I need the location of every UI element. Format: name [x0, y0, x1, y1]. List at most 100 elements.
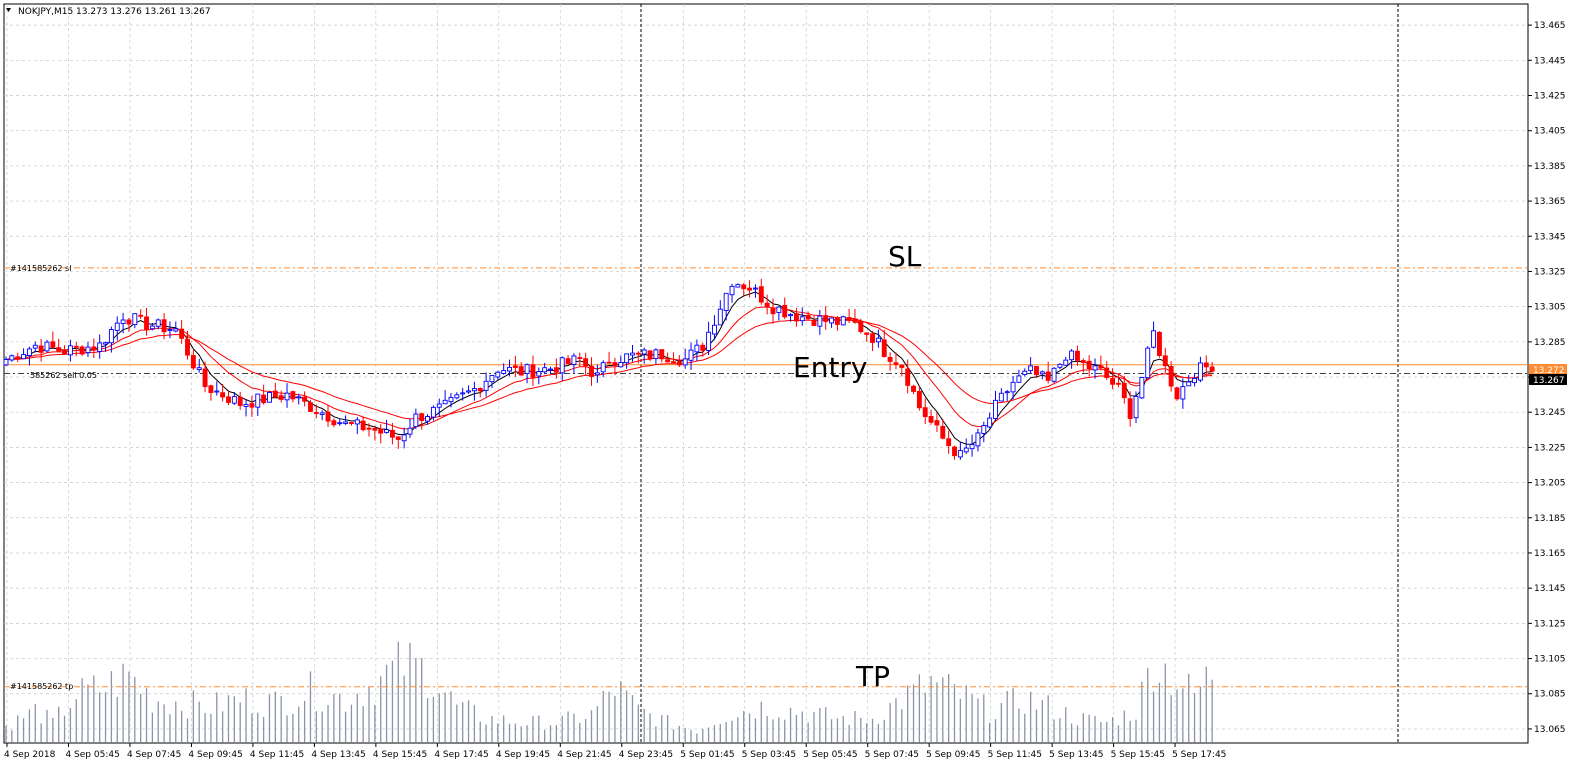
candle: [495, 370, 501, 380]
candle-body: [706, 331, 712, 351]
candle-body: [548, 368, 553, 371]
candle: [272, 382, 278, 398]
candle-body: [952, 446, 957, 457]
candle-body: [682, 358, 688, 366]
time-tick-label: 5 Sep 01:45: [680, 750, 734, 760]
time-tick-label: 5 Sep 05:45: [803, 750, 857, 760]
candle: [1203, 355, 1209, 377]
candle: [600, 360, 606, 378]
candle: [893, 352, 899, 370]
candle: [834, 315, 840, 331]
candle-body: [553, 367, 559, 373]
candle: [875, 329, 881, 348]
candle-body: [1104, 367, 1110, 379]
candle-body: [987, 417, 993, 428]
candle-body: [471, 388, 477, 392]
candle: [442, 390, 448, 405]
candle-body: [296, 396, 302, 399]
entry-price-text: 13.267: [1533, 376, 1565, 386]
candle-body: [911, 385, 916, 392]
candle-body: [62, 349, 67, 355]
candle: [15, 352, 21, 363]
candle-body: [536, 371, 542, 377]
candle: [799, 307, 805, 326]
candle: [1197, 356, 1203, 383]
candle: [1051, 367, 1057, 383]
candle: [975, 428, 981, 452]
candle: [618, 355, 624, 368]
candle-body: [635, 352, 641, 355]
candle-body: [1110, 378, 1116, 385]
entry-price-tag: [1529, 374, 1567, 385]
candle-body: [665, 359, 671, 363]
candle: [319, 410, 325, 421]
candle-body: [975, 432, 981, 447]
time-tick-label: 5 Sep 13:45: [1049, 750, 1103, 760]
candle: [899, 364, 905, 377]
sl-annotation: SL: [888, 240, 922, 273]
candle-body: [776, 306, 782, 313]
candle: [706, 321, 712, 355]
candle: [466, 385, 471, 395]
candle: [308, 399, 313, 412]
candle: [208, 384, 214, 401]
candle-body: [817, 315, 823, 327]
candle-body: [1022, 370, 1028, 375]
candle-body: [647, 350, 653, 360]
candle-body: [559, 357, 565, 374]
candle-body: [38, 345, 44, 353]
candle-body: [325, 411, 331, 422]
candle: [916, 386, 922, 411]
candle-body: [196, 367, 202, 371]
candle-body: [752, 287, 758, 290]
candle: [407, 418, 413, 438]
candle-body: [747, 287, 753, 291]
candle-body: [829, 317, 835, 324]
candle-body: [413, 413, 419, 428]
candle-body: [267, 392, 272, 403]
candle: [548, 366, 553, 374]
candle-body: [1139, 377, 1145, 399]
price-tick-label: 13.145: [1534, 584, 1566, 594]
candle-body: [67, 345, 73, 356]
time-tick-label: 5 Sep 17:45: [1172, 750, 1226, 760]
candle-body: [594, 372, 600, 376]
ma-line-12: [5, 306, 1213, 430]
candle-body: [1203, 362, 1209, 368]
candle-body: [85, 346, 91, 354]
candle-body: [243, 403, 249, 407]
candle: [1104, 361, 1110, 380]
candle: [138, 309, 144, 320]
candle: [460, 387, 466, 401]
candle-body: [1209, 366, 1215, 372]
candle-body: [946, 438, 952, 447]
dropdown-triangle-icon[interactable]: [6, 8, 11, 12]
candle-body: [395, 436, 401, 440]
candle-body: [220, 392, 226, 398]
candle-body: [337, 422, 343, 425]
candle-body: [1051, 367, 1057, 382]
tp-annotation: TP: [855, 660, 890, 693]
candle-body: [401, 434, 407, 442]
candle: [214, 381, 220, 396]
volume-bars: [5, 641, 1213, 742]
candle: [641, 347, 647, 364]
candle: [776, 306, 782, 321]
candle: [1139, 376, 1145, 400]
candle: [67, 339, 73, 362]
candle: [518, 362, 524, 376]
candle: [694, 339, 700, 361]
candle-body: [1039, 371, 1045, 375]
candle-body: [173, 328, 179, 332]
candle-body: [922, 407, 928, 418]
candle: [922, 398, 928, 425]
candle: [688, 342, 694, 370]
candle: [682, 348, 688, 369]
candle: [120, 312, 126, 334]
time-tick-label: 5 Sep 07:45: [865, 750, 919, 760]
candle: [1174, 386, 1180, 401]
price-tick-label: 13.085: [1534, 690, 1566, 700]
candle-body: [676, 361, 682, 366]
price-tick-label: 13.185: [1534, 514, 1566, 524]
